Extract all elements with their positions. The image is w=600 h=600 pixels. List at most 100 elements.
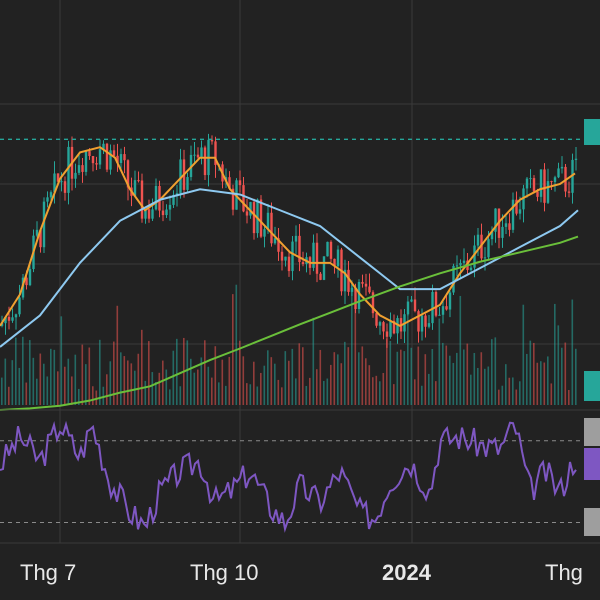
candle-body-148 (518, 209, 522, 214)
volume-bar-74 (260, 372, 262, 405)
volume-bar-92 (323, 380, 325, 405)
volume-bar-142 (498, 389, 500, 405)
volume-bar-54 (190, 358, 192, 405)
volume-bar-20 (71, 376, 73, 405)
candle-body-102 (357, 282, 361, 309)
volume-bar-23 (81, 344, 84, 405)
candle-body-116 (406, 301, 410, 315)
volume-bar-71 (249, 384, 252, 405)
volume-bar-12 (43, 363, 45, 405)
candle-body-126 (441, 306, 445, 315)
candle-body-74 (259, 199, 263, 237)
candle-body-76 (266, 212, 270, 230)
candle-body-53 (186, 177, 189, 190)
volume-bar-27 (95, 390, 98, 405)
candle-body-34 (119, 154, 123, 163)
candle-body-75 (263, 229, 266, 237)
volume-bar-150 (526, 353, 528, 405)
candle-body-105 (368, 286, 371, 293)
candle-body-134 (469, 267, 473, 271)
volume-bar-67 (235, 284, 238, 405)
volume-bar-76 (267, 350, 269, 405)
candle-body-55 (193, 154, 196, 156)
volume-bar-103 (361, 346, 364, 405)
candle-body-43 (151, 209, 154, 219)
volume-bar-161 (564, 342, 567, 405)
volume-bar-154 (540, 361, 542, 405)
volume-bar-83 (291, 348, 294, 405)
candle-body-80 (280, 251, 284, 261)
volume-bar-32 (113, 341, 115, 405)
volume-bar-55 (193, 372, 196, 405)
volume-bar-134 (470, 374, 472, 405)
volume-bar-57 (200, 357, 203, 405)
candle-body-109 (382, 322, 385, 332)
volume-bar-19 (67, 358, 70, 405)
volume-bar-146 (512, 377, 514, 405)
candle-body-104 (364, 283, 368, 287)
candle-body-141 (494, 208, 497, 232)
candle-body-125 (438, 314, 441, 316)
candle-body-60 (210, 139, 214, 142)
candle-body-93 (326, 241, 329, 257)
rsi-line (0, 420, 577, 533)
price-tag[interactable] (584, 119, 600, 145)
candle-body-30 (105, 143, 109, 170)
candle-body-29 (102, 143, 105, 150)
candle-body-162 (567, 191, 571, 193)
rsi-lower-tag[interactable] (584, 508, 600, 536)
candle-body-73 (256, 199, 259, 234)
candle-body-158 (553, 177, 557, 182)
candle-body-91 (319, 273, 322, 280)
candle-body-61 (214, 141, 217, 165)
volume-bar-121 (424, 354, 427, 405)
candle-body-154 (539, 169, 543, 197)
volume-bar-17 (60, 316, 63, 405)
rsi-upper-tag[interactable] (584, 418, 600, 446)
moving-averages (0, 146, 579, 411)
volume-bar-24 (85, 364, 87, 405)
candle-body-23 (81, 165, 84, 172)
volume-bar-151 (529, 340, 532, 405)
volume-bar-104 (365, 358, 367, 405)
volume-bar-49 (172, 350, 175, 405)
volume-bar-42 (148, 341, 150, 405)
ma-line-0 (0, 146, 576, 328)
candle-body-5 (18, 297, 21, 315)
volume-bar-46 (162, 360, 164, 405)
volume-tag[interactable] (584, 371, 600, 401)
candle-body-81 (284, 256, 287, 261)
candle-body-28 (98, 149, 102, 165)
candle-body-69 (242, 185, 245, 212)
candle-body-92 (322, 256, 326, 280)
candle-body-3 (11, 317, 14, 321)
candle-body-150 (525, 178, 529, 189)
volume-bar-84 (295, 378, 297, 405)
candle-body-127 (445, 306, 448, 310)
volume-bar-48 (169, 389, 171, 405)
volume-bar-97 (340, 363, 343, 405)
candle-body-151 (529, 178, 532, 180)
candle-body-38 (133, 180, 137, 196)
candle-body-25 (88, 151, 91, 157)
volume-bar-28 (99, 339, 101, 405)
x-label-jul: Thg 7 (20, 560, 77, 585)
volume-bar-89 (312, 317, 315, 405)
candle-body-98 (343, 269, 347, 292)
candle-body-85 (298, 235, 301, 263)
rsi-value-tag[interactable] (584, 448, 600, 480)
candle-body-131 (459, 262, 462, 266)
candle-body-51 (179, 159, 182, 194)
volume-bar-112 (393, 384, 395, 405)
volume-bar-30 (106, 374, 108, 405)
volume-bar-65 (228, 356, 231, 405)
candle-body-36 (126, 160, 130, 188)
volume-bar-132 (463, 349, 465, 405)
volume-bar-63 (221, 359, 224, 405)
candle-body-144 (504, 223, 508, 227)
volume-bar-131 (459, 295, 462, 405)
volume-bar-160 (561, 347, 563, 405)
volume-bar-68 (239, 340, 241, 405)
volume-bar-80 (281, 387, 283, 405)
